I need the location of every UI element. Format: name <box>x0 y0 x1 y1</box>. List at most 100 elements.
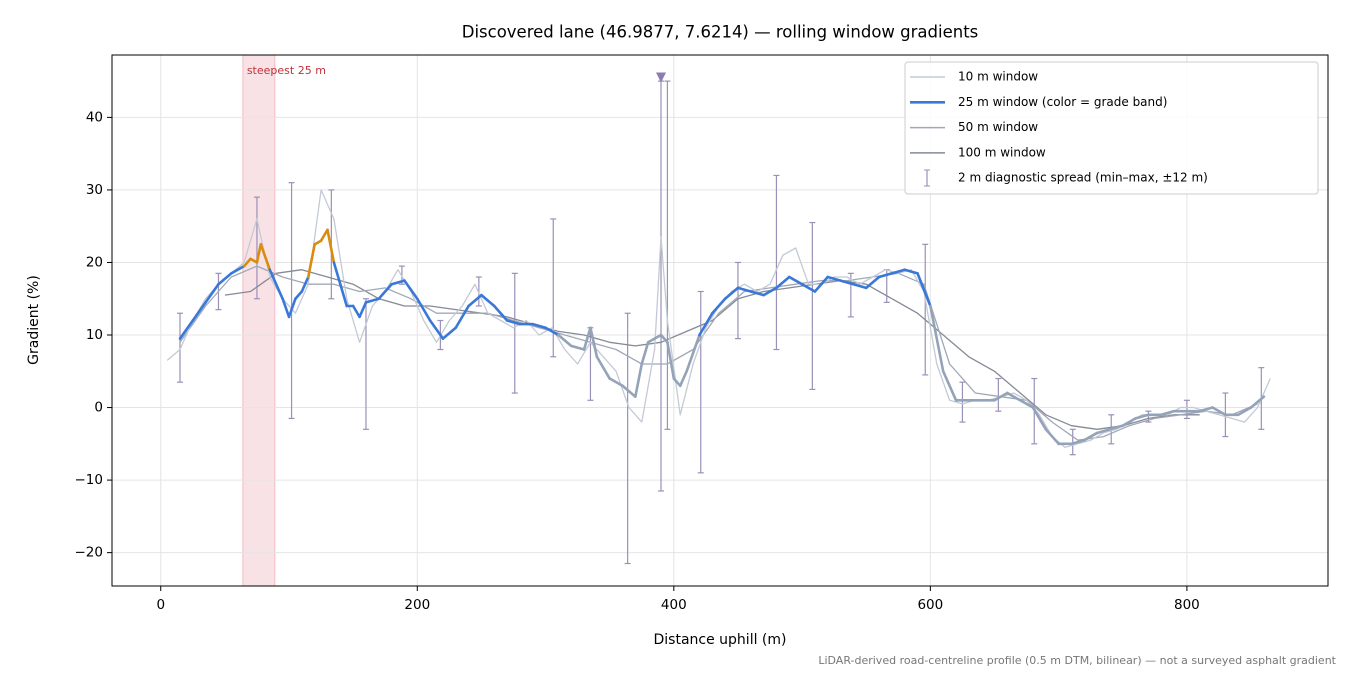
line-segment <box>332 261 342 286</box>
y-tick-label: 20 <box>86 254 103 270</box>
line-segment <box>326 228 336 264</box>
line-segment <box>1095 428 1112 435</box>
line-segment <box>826 275 842 282</box>
series-line <box>224 269 1200 430</box>
line-segment <box>941 369 958 402</box>
legend-label: 25 m window (color = grade band) <box>958 95 1167 109</box>
series-line <box>179 265 1258 441</box>
line-segment <box>255 243 263 264</box>
line-segment <box>467 293 483 308</box>
line-segment <box>903 268 919 275</box>
line-segment <box>993 391 1009 402</box>
line-segment <box>723 286 740 301</box>
line-segment <box>531 322 547 330</box>
line-segment <box>877 272 894 279</box>
line-segment <box>1198 406 1214 413</box>
line-segment <box>229 264 246 275</box>
line-segment <box>890 268 907 275</box>
legend-label: 50 m window <box>958 120 1038 134</box>
line-segment <box>916 272 932 308</box>
line-segment <box>390 279 406 286</box>
line-segment <box>672 377 682 388</box>
line-segment <box>929 304 945 373</box>
line-segment <box>415 297 432 322</box>
line-segment <box>268 268 284 301</box>
line-segment <box>646 333 663 344</box>
x-axis-label: Distance uphill (m) <box>654 632 787 648</box>
line-segment <box>640 340 650 366</box>
line-segment <box>351 304 361 319</box>
line-segment <box>711 297 727 315</box>
y-tick-label: 0 <box>94 400 103 416</box>
y-tick-label: 30 <box>86 182 103 198</box>
line-segment <box>242 257 252 268</box>
y-tick-label: −10 <box>75 472 104 488</box>
plot-frame <box>111 54 1329 587</box>
line-segment <box>204 282 220 304</box>
line-segment <box>454 304 470 330</box>
legend-box <box>904 61 1319 195</box>
line-segment <box>259 243 272 272</box>
y-tick-label: 40 <box>86 109 103 125</box>
line-segment <box>659 333 669 344</box>
line-segment <box>1108 424 1125 431</box>
line-segment <box>403 279 419 301</box>
x-tick-label: 0 <box>156 597 165 613</box>
line-segment <box>339 282 349 308</box>
line-segment <box>1134 413 1150 420</box>
line-segment <box>364 297 381 304</box>
line-segment <box>306 243 316 279</box>
legend: 10 m window 25 m window (color = grade ba… <box>904 61 1319 195</box>
line-segment <box>589 326 599 359</box>
line-segment <box>595 355 611 380</box>
line-segment <box>787 275 804 286</box>
legend-label: 2 m diagnostic spread (min–max, ±12 m) <box>958 171 1208 185</box>
y-tick-label: −20 <box>75 545 104 561</box>
x-tick-label: 200 <box>404 597 430 613</box>
line-segment <box>839 279 855 286</box>
line-segment <box>1070 438 1086 446</box>
line-segment <box>1211 406 1227 417</box>
line-segment <box>480 293 496 308</box>
line-segment <box>800 282 817 293</box>
line-segment <box>634 362 644 398</box>
line-segment <box>582 326 592 351</box>
line-segment <box>864 275 881 290</box>
line-segment <box>678 369 688 388</box>
line-segment <box>1159 409 1176 417</box>
y-axis-label: Gradient (%) <box>26 275 42 365</box>
chart-title: Discovered lane (46.9877, 7.6214) — roll… <box>462 23 979 42</box>
x-tick-label: 800 <box>1174 597 1200 613</box>
line-segment <box>557 333 573 348</box>
line-segment <box>358 301 368 319</box>
line-segment <box>1044 428 1060 446</box>
line-segment <box>294 290 304 301</box>
line-segment <box>1236 406 1253 417</box>
line-segment <box>762 286 778 297</box>
line-segment <box>441 326 458 340</box>
line-segment <box>1031 406 1048 431</box>
line-segment <box>1006 391 1022 402</box>
line-segment <box>749 290 765 297</box>
line-segment <box>281 297 291 319</box>
line-segment <box>569 344 586 351</box>
line-segment <box>428 319 445 340</box>
line-segment <box>813 275 830 293</box>
line-segment <box>287 297 297 319</box>
line-segment <box>685 333 701 373</box>
line-segment <box>736 286 753 293</box>
line-segment <box>1082 431 1099 442</box>
line-segment <box>698 311 714 337</box>
line-segment <box>544 326 560 337</box>
line-segment <box>300 275 310 293</box>
x-tick-label: 600 <box>917 597 943 613</box>
line-segment <box>775 275 791 290</box>
line-segment <box>621 384 637 398</box>
line-segment <box>505 319 522 326</box>
line-segment <box>377 282 393 301</box>
span-label: steepest 25 m <box>247 64 326 77</box>
line-segment <box>1121 417 1137 427</box>
line-segment <box>852 282 868 290</box>
series-line <box>166 189 1271 449</box>
